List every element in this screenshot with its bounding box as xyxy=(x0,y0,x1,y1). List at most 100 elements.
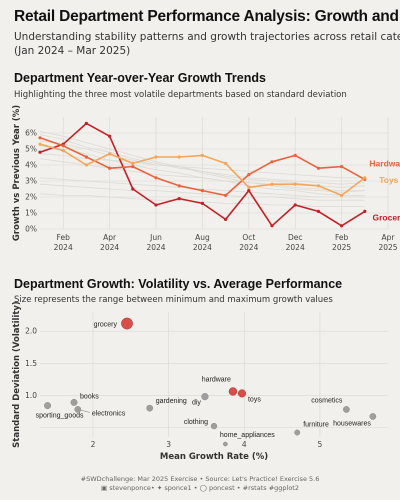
scatter-point-label: clothing xyxy=(184,419,208,426)
scatter-point-label: books xyxy=(80,393,99,400)
scatter-point-label: grocery xyxy=(94,322,118,329)
scatter-point-furniture: furniture xyxy=(294,422,329,436)
caption: #SWDchallenge: Mar 2025 Exercise • Sourc… xyxy=(0,475,400,493)
scatter-point-marker xyxy=(369,413,377,420)
scatter-point-marker xyxy=(222,441,228,447)
line-y-tick-label: 6% xyxy=(25,129,37,138)
scatter-point-label: electronics xyxy=(92,410,126,417)
scatter-point-label: cosmetics xyxy=(311,397,343,404)
series-label: Toys xyxy=(379,175,398,185)
series-point xyxy=(247,185,251,189)
series-point xyxy=(293,203,297,207)
series-point xyxy=(84,163,88,167)
caption-line-1: #SWDchallenge: Mar 2025 Exercise • Sourc… xyxy=(80,475,320,483)
series-point xyxy=(340,165,344,169)
scatter-point-grocery: grocery xyxy=(94,317,133,330)
series-point xyxy=(154,176,158,180)
scatter-x-tick-label: 2 xyxy=(91,440,96,449)
context-series-line xyxy=(39,131,365,193)
scatter-point-housewares: housewares xyxy=(333,413,377,427)
scatter-point-sporting-goods: sporting_goods xyxy=(36,402,84,420)
scatter-point-label: furniture xyxy=(303,422,329,429)
context-series-line xyxy=(39,183,365,201)
line-y-tick-label: 5% xyxy=(25,145,37,154)
series-label: Hardware xyxy=(369,158,400,168)
scatter-point-label: housewares xyxy=(333,420,371,427)
line-x-tick-label: Jun xyxy=(149,233,162,242)
scatter-point-cosmetics: cosmetics xyxy=(311,397,350,413)
scatter-point-label: sporting_goods xyxy=(36,413,84,420)
scatter-point-label: gardening xyxy=(156,398,187,405)
series-point xyxy=(177,197,181,201)
line-x-tick-label: Oct xyxy=(242,233,255,242)
series-point xyxy=(177,155,181,159)
scatter-point-marker xyxy=(44,402,52,410)
series-point xyxy=(316,166,320,170)
context-series-line xyxy=(39,145,365,196)
scatter-y-tick-label: 2.0 xyxy=(25,327,37,336)
series-label: Grocery xyxy=(372,212,400,222)
line-x-tick-year: 2025 xyxy=(332,243,351,252)
context-series-line xyxy=(39,153,365,179)
series-point xyxy=(224,161,228,165)
line-x-tick-year: 2024 xyxy=(286,243,305,252)
series-point xyxy=(316,209,320,213)
series-point xyxy=(131,161,135,165)
scatter-x-axis-title: Mean Growth Rate (%) xyxy=(160,452,268,462)
series-point xyxy=(108,166,112,170)
line-x-tick-label: Feb xyxy=(335,233,349,242)
scatter-chart-subtitle: Size represents the range between minimu… xyxy=(14,295,333,305)
scatter-point-label: toys xyxy=(248,396,261,403)
scatter-point-marker xyxy=(121,317,133,330)
page-subtitle: Understanding stability patterns and gro… xyxy=(14,30,400,58)
series-point xyxy=(84,155,88,159)
series-point xyxy=(247,173,251,177)
series-point xyxy=(38,136,42,140)
scatter-point-label: hardware xyxy=(202,376,231,383)
series-point xyxy=(247,189,251,193)
series-grocery: Grocery xyxy=(38,121,400,228)
scatter-point-toys: toys xyxy=(237,389,261,403)
line-x-tick-label: Feb xyxy=(57,233,71,242)
line-y-tick-label: 0% xyxy=(25,225,37,234)
series-point xyxy=(224,217,228,221)
scatter-point-electronics: electronics xyxy=(74,406,126,417)
line-x-tick-year: 2025 xyxy=(378,243,397,252)
line-chart-subtitle: Highlighting the three most volatile dep… xyxy=(14,90,347,100)
series-point xyxy=(224,193,228,197)
series-point xyxy=(108,134,112,138)
series-toys: Toys xyxy=(38,142,399,197)
series-point xyxy=(177,184,181,188)
series-point xyxy=(38,150,42,154)
line-y-tick-label: 4% xyxy=(25,161,37,170)
scatter-point-books: books xyxy=(70,393,99,406)
series-point xyxy=(200,189,204,193)
series-point xyxy=(154,155,158,159)
line-x-tick-label: Apr xyxy=(382,233,396,242)
scatter-y-tick-label: 1.0 xyxy=(25,391,37,400)
scatter-chart-title: Department Growth: Volatility vs. Averag… xyxy=(14,277,343,291)
scatter-x-tick-label: 4 xyxy=(242,440,247,449)
scatter-point-marker xyxy=(237,389,247,398)
series-point xyxy=(363,209,367,213)
series-point xyxy=(340,224,344,228)
series-point xyxy=(293,182,297,186)
line-x-tick-label: Aug xyxy=(195,233,210,242)
line-y-axis-title: Growth vs Previous Year (%) xyxy=(12,105,22,241)
line-x-tick-year: 2024 xyxy=(54,243,73,252)
line-x-tick-label: Apr xyxy=(103,233,117,242)
line-y-tick-label: 1% xyxy=(25,209,37,218)
series-point xyxy=(270,224,274,228)
scatter-y-axis-title: Standard Deviation (Volatility) xyxy=(12,301,22,448)
scatter-point-home-appliances: home_appliances xyxy=(220,432,275,447)
scatter-point-marker xyxy=(228,387,238,396)
scatter-point-marker xyxy=(294,429,301,436)
series-point xyxy=(131,165,135,169)
page-title: Retail Department Performance Analysis: … xyxy=(14,8,400,25)
scatter-point-marker xyxy=(201,393,209,401)
context-series-line xyxy=(39,177,365,198)
series-point xyxy=(316,184,320,188)
line-x-tick-year: 2024 xyxy=(239,243,258,252)
scatter-point-marker xyxy=(343,406,350,413)
series-point xyxy=(340,193,344,197)
